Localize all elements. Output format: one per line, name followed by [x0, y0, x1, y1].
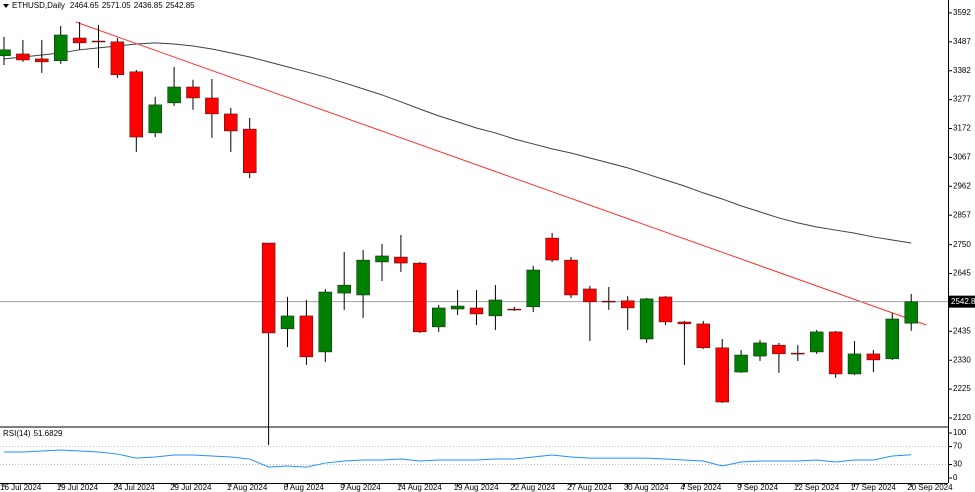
y-tick-label: 3382 [953, 66, 971, 75]
candle-body [299, 315, 314, 358]
x-tick-label: 9 Aug 2024 [340, 483, 381, 492]
candle-body [602, 300, 616, 303]
x-tick-label: 30 Aug 2024 [624, 483, 669, 492]
last-price-box [949, 295, 975, 308]
candle-body [715, 347, 729, 403]
candle-body [621, 300, 635, 309]
x-tick-label: 9 Sep 2024 [737, 483, 778, 492]
y-tick-label: 2225 [953, 384, 971, 393]
x-tick-label: 19 Aug 2024 [454, 483, 499, 492]
y-tick-label: 2435 [953, 326, 971, 335]
candle-body [167, 86, 181, 104]
candle-body [280, 315, 295, 330]
y-tick-label: 3487 [953, 37, 971, 46]
candle-body [205, 97, 219, 115]
candle-body [753, 342, 767, 357]
header-close: 2542.85 [166, 1, 195, 10]
header-marker [3, 4, 9, 8]
y-tick-label: 2962 [953, 181, 971, 190]
candle-body [54, 34, 68, 62]
x-tick-label: 1 Aug 2024 [227, 483, 268, 492]
candle-body [356, 259, 370, 296]
candle-body [772, 344, 786, 355]
rsi-line [4, 449, 912, 468]
candle-body [242, 128, 257, 174]
x-tick-label: 12 Sep 2024 [794, 483, 840, 492]
header-high: 2571.05 [102, 1, 131, 10]
y-tick-label: 3277 [953, 95, 971, 104]
candle-body [866, 353, 881, 361]
candle-body [469, 307, 484, 315]
y-tick-label: 2330 [953, 355, 971, 364]
candle-body [791, 352, 805, 355]
candle-body [224, 113, 238, 132]
x-tick-label: 22 Aug 2024 [510, 483, 555, 492]
y-tick-label: 70 [953, 442, 962, 451]
candle-body [847, 353, 862, 375]
candle-body [16, 53, 30, 61]
x-tick-label: 4 Sep 2024 [680, 483, 721, 492]
last-price-label: 2542.85 [951, 297, 975, 306]
candle-body [545, 237, 559, 261]
candle-body [0, 49, 11, 57]
candle-body [186, 86, 200, 99]
candle-body [450, 305, 465, 310]
y-tick-label: 100 [953, 428, 967, 437]
candle-body [810, 331, 824, 353]
candle-body [91, 40, 106, 43]
candle-body [337, 284, 351, 294]
candle-body [318, 291, 332, 353]
candle-body [413, 262, 427, 333]
x-tick-label: 16 Jul 2024 [0, 483, 42, 492]
y-tick-label: 2645 [953, 269, 971, 278]
candle-body [129, 71, 144, 138]
header-low: 2436.85 [134, 1, 163, 10]
candle-body [432, 307, 446, 328]
candle-body [734, 354, 748, 373]
trend-line [75, 21, 927, 326]
candle-body [526, 269, 540, 308]
rsi-value: 51.6829 [34, 429, 63, 438]
candle-body [148, 104, 162, 134]
y-tick-label: 3067 [953, 153, 971, 162]
rsi-title: RSI(14) [3, 429, 31, 438]
candle-body [488, 299, 503, 317]
x-tick-label: 14 Aug 2024 [397, 483, 442, 492]
candle-body [639, 298, 654, 340]
candle-body [564, 259, 578, 296]
x-tick-label: 24 Jul 2024 [113, 483, 155, 492]
header-open: 2464.65 [70, 1, 99, 10]
candle-body [677, 321, 692, 325]
y-tick-label: 3172 [953, 124, 971, 133]
y-tick-label: 2750 [953, 240, 971, 249]
candle-body [110, 41, 125, 76]
y-tick-label: 3592 [953, 8, 971, 17]
candle-body [507, 308, 521, 311]
y-tick-label: 30 [953, 460, 962, 469]
x-tick-label: 27 Aug 2024 [567, 483, 612, 492]
candle-body [394, 256, 408, 264]
candle-body [658, 296, 673, 323]
chart-title: ETHUSD,Daily [12, 1, 65, 10]
candle-body [885, 318, 899, 360]
candle-body [72, 37, 87, 44]
x-tick-label: 20 Sep 2024 [907, 483, 953, 492]
y-tick-label: 2120 [953, 413, 971, 422]
y-tick-label: 2857 [953, 210, 971, 219]
x-tick-label: 19 Jul 2024 [57, 483, 99, 492]
candle-body [904, 301, 918, 324]
candle-body [828, 331, 843, 375]
candle-body [583, 288, 597, 303]
x-tick-label: 6 Aug 2024 [284, 483, 325, 492]
candle-body [261, 242, 276, 334]
candle-body [375, 255, 389, 263]
moving-average [3, 42, 912, 244]
y-tick-label: 0 [953, 473, 958, 482]
candle-body [696, 323, 710, 349]
x-tick-label: 29 Jul 2024 [170, 483, 212, 492]
candle-body [35, 58, 49, 63]
x-tick-label: 17 Sep 2024 [851, 483, 897, 492]
